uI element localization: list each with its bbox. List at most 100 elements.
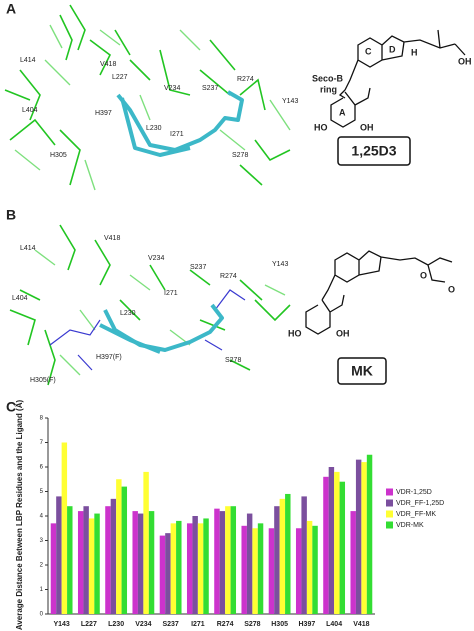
structure-label: OH — [458, 56, 472, 66]
bar — [328, 467, 335, 614]
bar — [116, 479, 122, 614]
y-tick-label: 1 — [40, 587, 44, 593]
bar — [219, 511, 226, 614]
chemical-structure — [305, 250, 453, 335]
bar — [83, 506, 89, 614]
bar — [355, 459, 362, 614]
y-axis-label: Average Distance Between LBP Residues an… — [15, 400, 24, 631]
x-tick-label: H397 — [299, 621, 316, 628]
residue-label: H305(F) — [30, 377, 56, 384]
structure-label: Seco-B — [312, 73, 344, 83]
bar — [186, 523, 193, 614]
bar — [77, 511, 84, 614]
bar — [197, 523, 204, 614]
x-tick-label: R274 — [217, 621, 234, 628]
x-tick-label: S278 — [244, 621, 260, 628]
legend-swatch — [386, 510, 393, 518]
y-tick-label: 0 — [40, 612, 44, 618]
structure-label: OH — [336, 328, 350, 338]
y-tick-label: 6 — [40, 465, 44, 471]
residue-label: I271 — [170, 131, 184, 138]
x-tick-label: H305 — [271, 621, 288, 628]
bar — [203, 518, 209, 614]
structure-label: HO — [314, 122, 328, 132]
structure-label: H — [411, 47, 418, 57]
legend-label: VDR_FF-MK — [396, 511, 436, 518]
bar — [350, 511, 356, 614]
bar — [165, 533, 171, 614]
structure-label: D — [389, 44, 396, 54]
legend-swatch — [386, 521, 393, 529]
structure-label: O — [448, 284, 455, 294]
x-tick-label: L227 — [81, 621, 97, 628]
bar — [94, 513, 100, 614]
bar — [137, 513, 144, 614]
residue-label: S278 — [232, 152, 248, 159]
x-tick-label: L230 — [108, 621, 124, 628]
bar — [148, 511, 155, 614]
bar — [56, 496, 62, 614]
bar — [279, 498, 286, 614]
structure-label: OH — [360, 122, 374, 132]
residue-label: V418 — [104, 235, 120, 242]
residue-label: L230 — [120, 310, 136, 317]
x-tick-label: S237 — [162, 621, 178, 628]
legend-label: VDR_FF-1,25D — [396, 500, 444, 507]
bar — [176, 520, 182, 614]
bar — [110, 498, 117, 614]
structure-label: C — [365, 46, 372, 56]
residue-label: I271 — [164, 290, 178, 297]
bar — [214, 508, 220, 614]
bar — [225, 506, 231, 614]
residue-label: L404 — [12, 295, 28, 302]
bar — [334, 471, 340, 614]
panel-letter: C — [6, 399, 16, 415]
residue-label: H305 — [50, 152, 67, 159]
y-tick-label: 5 — [40, 489, 44, 495]
bar — [132, 511, 138, 614]
y-tick-label: 8 — [40, 416, 44, 422]
legend-label: VDR-MK — [396, 522, 424, 529]
residue-label: H397 — [95, 110, 112, 117]
residue-label: S278 — [225, 357, 241, 364]
protein-structure — [9, 224, 291, 386]
residue-label: Y143 — [272, 261, 288, 268]
bar — [170, 523, 177, 614]
bar — [306, 520, 313, 614]
legend-swatch — [386, 488, 393, 496]
compound-label: MK — [351, 363, 373, 379]
compound-label: 1,25D3 — [351, 143, 396, 159]
residue-label: Y143 — [282, 98, 298, 105]
x-tick-label: V418 — [353, 621, 369, 628]
x-tick-label: Y143 — [53, 621, 69, 628]
structure-label: HO — [288, 328, 302, 338]
bar — [361, 462, 367, 614]
y-tick-label: 4 — [40, 514, 44, 520]
structure-label: O — [420, 270, 427, 280]
compound-box — [337, 357, 387, 385]
y-tick-label: 7 — [40, 440, 44, 446]
structure-label: A — [339, 107, 346, 117]
panel-letter: B — [6, 207, 16, 223]
residue-label: R274 — [237, 76, 254, 83]
bar — [88, 518, 95, 614]
bar — [121, 486, 128, 614]
residue-label: V234 — [164, 85, 180, 92]
compound-box — [337, 136, 411, 166]
bar — [241, 525, 247, 614]
x-tick-label: I271 — [191, 621, 205, 628]
y-tick-label: 3 — [40, 538, 44, 544]
legend-label: VDR-1,25D — [396, 489, 432, 496]
residue-label: L404 — [22, 107, 38, 114]
y-tick-label: 2 — [40, 563, 44, 569]
bar — [323, 476, 329, 614]
bar — [301, 496, 307, 614]
bar — [285, 493, 291, 614]
legend-swatch — [386, 499, 393, 507]
bar — [50, 523, 57, 614]
x-tick-label: V234 — [135, 621, 151, 628]
bar — [246, 513, 253, 614]
bar — [67, 506, 73, 614]
residue-label: V418 — [100, 61, 116, 68]
